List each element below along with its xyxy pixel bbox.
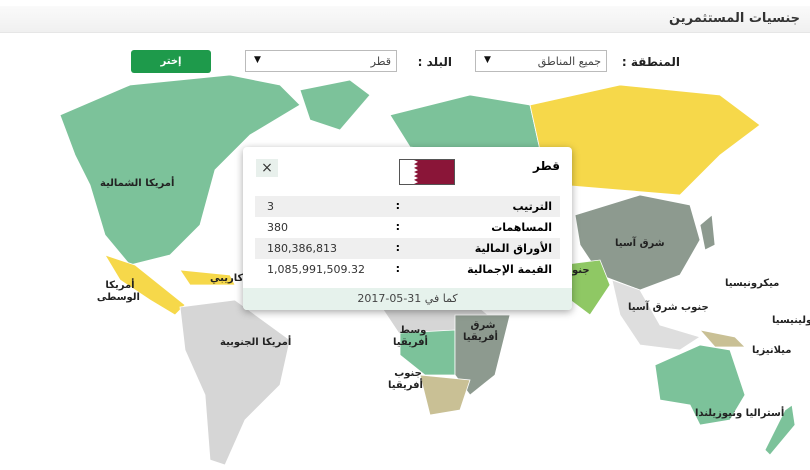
region-value: جميع المناطق: [537, 55, 601, 68]
region-europe[interactable]: [389, 94, 541, 156]
label-southeast-asia: جنوب شرق آسيا: [628, 302, 709, 313]
label-south-asia: جنو: [572, 265, 590, 276]
stat-row-rank: الترتيب: 3: [255, 196, 560, 217]
region-japan[interactable]: [699, 214, 716, 251]
label-central-africa: وسط أفريقيا: [393, 325, 428, 348]
popup-date-footer: كما في 31-05-2017: [243, 288, 572, 310]
world-map[interactable]: [0, 75, 810, 470]
region-north-america[interactable]: [59, 75, 301, 266]
region-label: المنطقة :: [621, 55, 680, 69]
stat-colon: :: [395, 220, 400, 233]
region-central-africa[interactable]: [399, 329, 456, 376]
country-label: البلد :: [417, 55, 452, 69]
page-title: جنسيات المستثمرين: [669, 11, 800, 26]
label-central-america: أمريكا الوسطى: [96, 280, 140, 303]
label-south-america: أمريكا الجنوبية: [220, 337, 292, 348]
stat-value: 180,386,813: [267, 242, 337, 255]
label-east-asia: شرق آسيا: [615, 238, 665, 249]
stat-value: 3: [267, 200, 274, 213]
region-new-zealand[interactable]: [764, 404, 796, 456]
label-melanesia: ميلانيزيا: [752, 345, 792, 356]
region-greenland[interactable]: [299, 79, 371, 131]
stat-colon: :: [395, 199, 400, 212]
popup-country-name: قطر: [532, 159, 560, 173]
popup-stats: الترتيب: 3 المساهمات: 380 الأوراق المالية:…: [255, 196, 560, 280]
country-select[interactable]: قطر ▼: [245, 50, 397, 72]
label-micronesia: ميكرونيسيا: [725, 278, 780, 289]
page-header: جنسيات المستثمرين: [0, 6, 810, 33]
region-south-africa[interactable]: [419, 374, 471, 416]
region-select[interactable]: جميع المناطق ▼: [475, 50, 607, 72]
close-icon[interactable]: ×: [256, 159, 278, 177]
label-east-africa: شرق أفريقيا: [463, 320, 498, 343]
region-melanesia[interactable]: [698, 329, 746, 348]
stat-row-contributions: المساهمات: 380: [255, 217, 560, 238]
label-australia: أستراليا ونيوزيلندا: [695, 408, 785, 419]
label-south-africa: جنوب أفريقيا: [388, 368, 423, 391]
qatar-flag-icon: [399, 159, 455, 185]
stat-label: المساهمات: [491, 221, 552, 234]
dropdown-arrow-icon: ▼: [254, 55, 261, 65]
dropdown-arrow-icon: ▼: [484, 55, 491, 65]
stat-label: الأوراق المالية: [474, 242, 552, 255]
stat-row-securities: الأوراق المالية: 180,386,813: [255, 238, 560, 259]
stat-row-total-value: القيمة الإجمالية: 1,085,991,509.32: [255, 259, 560, 280]
stat-value: 1,085,991,509.32: [267, 263, 365, 276]
region-southeast-asia[interactable]: [611, 279, 701, 351]
stat-value: 380: [267, 221, 288, 234]
submit-button[interactable]: إختر: [131, 50, 211, 73]
stat-label: القيمة الإجمالية: [467, 263, 552, 276]
region-east-africa[interactable]: [454, 314, 511, 396]
country-value: قطر: [370, 55, 391, 68]
region-caribbean[interactable]: [179, 269, 236, 286]
stat-colon: :: [395, 262, 400, 275]
region-east-asia[interactable]: [574, 194, 701, 291]
country-popup: قطر × الترتيب: 3 المساهمات: 380 الأوراق ال…: [243, 147, 572, 310]
stat-label: الترتيب: [512, 200, 553, 213]
label-north-america: أمريكا الشمالية: [100, 178, 175, 189]
stat-colon: :: [395, 241, 400, 254]
region-south-america[interactable]: [179, 299, 291, 466]
region-australia[interactable]: [654, 344, 746, 426]
label-polynesia: بولينيسيا: [772, 315, 810, 326]
label-caribbean: كاريبي: [210, 273, 244, 284]
